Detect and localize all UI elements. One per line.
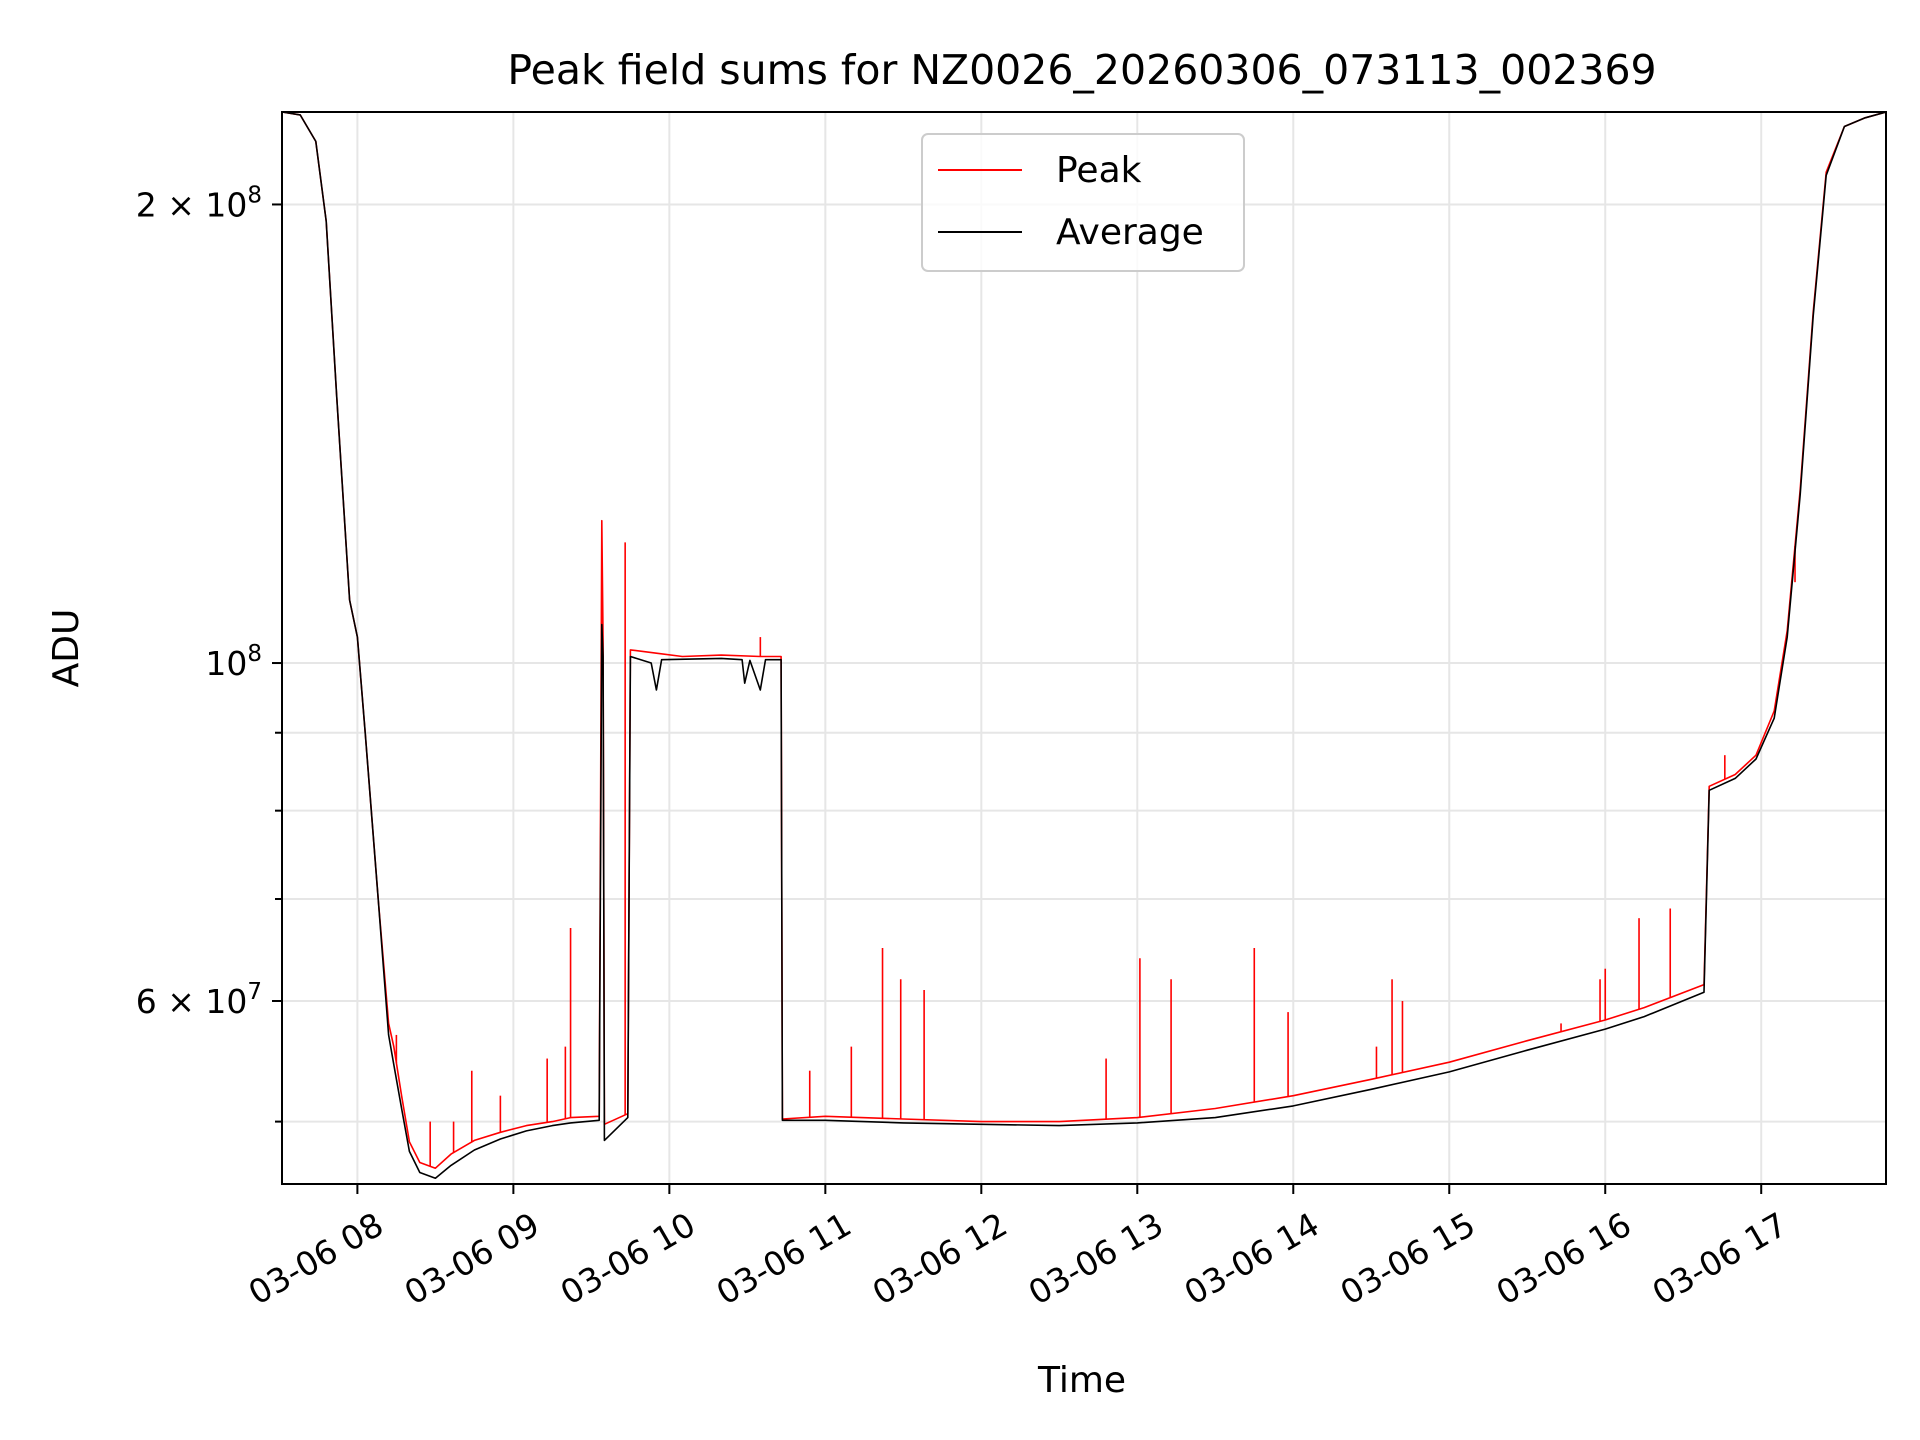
legend-peak-label: Peak	[1056, 150, 1142, 191]
chart-title: Peak field sums for NZ0026_20260306_0731…	[507, 46, 1656, 94]
y-axis-label: ADU	[46, 609, 87, 688]
y-tick-label: 2 × 108	[136, 182, 262, 224]
y-tick-label: 108	[205, 641, 262, 683]
x-axis-label: Time	[1037, 1360, 1126, 1401]
legend-average-label: Average	[1056, 212, 1204, 253]
legend: Peak Average	[921, 133, 1245, 272]
legend-box	[921, 133, 1245, 272]
y-axis: 6 × 107 108 2 × 108	[136, 182, 282, 1123]
grid	[282, 112, 1886, 1184]
series-average-line	[282, 112, 1886, 1179]
axes-frame	[281, 111, 1887, 1185]
series-peak-line	[282, 112, 1886, 1169]
plot-area	[282, 112, 1886, 1179]
y-tick-label: 6 × 107	[136, 979, 262, 1021]
